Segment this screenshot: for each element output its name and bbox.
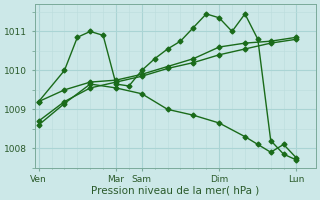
X-axis label: Pression niveau de la mer( hPa ): Pression niveau de la mer( hPa )	[91, 186, 260, 196]
